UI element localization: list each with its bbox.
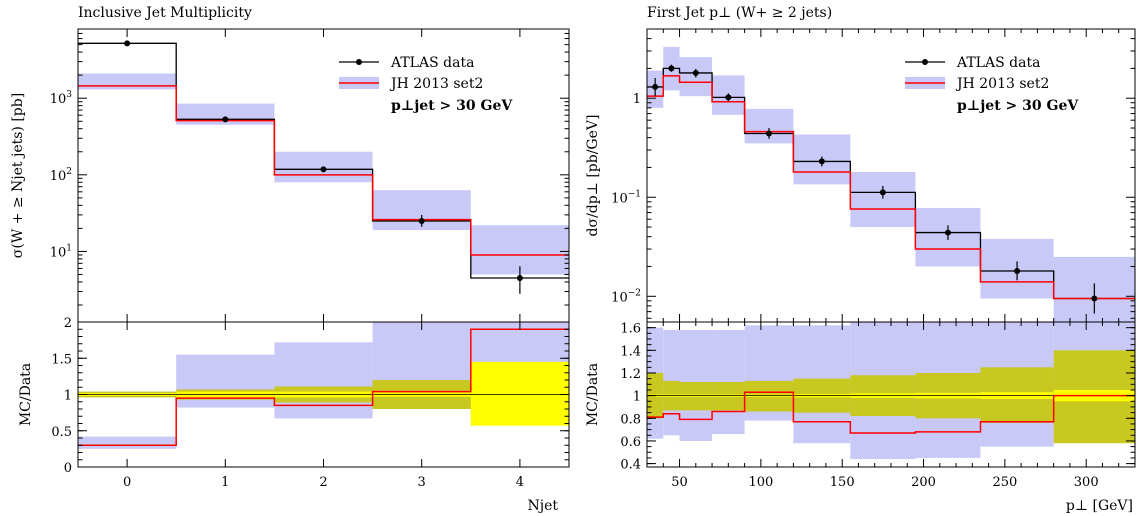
y-tick-label: 10−1	[611, 189, 641, 206]
legend: ATLAS data JH 2013 set2 p⊥jet > 30 GeV	[905, 55, 1079, 114]
ratio-tick-label: 1.6	[620, 322, 641, 337]
ratio-tick-label: 0.4	[620, 458, 641, 473]
x-tick-label: 250	[992, 475, 1017, 490]
ratio-tick-label: 0.5	[51, 425, 72, 440]
ratio-axis-label: MC/Data	[18, 363, 34, 426]
y-tick-label: 10−2	[611, 288, 641, 305]
data-point	[692, 69, 699, 76]
ratio-mc-band-bin	[274, 342, 373, 419]
x-tick-label: 4	[516, 475, 524, 490]
ratio-tick-label: 1	[64, 389, 72, 404]
x-ticks: 50 100 150 200 250 300	[646, 29, 1136, 490]
x-tick-label: 200	[911, 475, 936, 490]
ratio-axis-label: MC/Data	[585, 363, 601, 426]
x-tick-label: 100	[748, 475, 773, 490]
legend-cut-label: p⊥jet > 30 GeV	[957, 98, 1079, 114]
legend-data-label: ATLAS data	[390, 55, 474, 71]
x-tick-label: 0	[123, 475, 131, 490]
left-chart: 0 1 2 3 4 101 102 103 0 0.5 1 1.5 2 Inclusive Jet Mul…	[10, 5, 570, 514]
mc-histogram-line	[78, 85, 569, 256]
data-point	[516, 275, 523, 282]
y-axis-label: dσ/dp⊥ [pb/GeV]	[585, 115, 601, 237]
ratio-mc-band-bin	[78, 436, 177, 449]
y-tick-label: 101	[50, 243, 72, 260]
ratio-tick-label: 1.2	[620, 367, 641, 382]
legend-mc-label: JH 2013 set2	[389, 76, 483, 92]
ratio-tick-label: 1	[633, 390, 641, 405]
ratio-y-ticks: 0.4 0.6 0.8 1 1.2 1.4 1.6	[620, 321, 1135, 473]
mc-ratio-line	[78, 328, 569, 446]
ratio-tick-label: 0.6	[620, 435, 641, 450]
legend: ATLAS data JH 2013 set2 p⊥jet > 30 GeV	[339, 55, 513, 114]
legend-cut-label: p⊥jet > 30 GeV	[391, 98, 513, 114]
x-ticks: 0 1 2 3 4	[123, 29, 524, 490]
x-tick-label: 1	[221, 475, 229, 490]
data-point	[668, 65, 675, 72]
ratio-tick-label: 1.4	[620, 344, 641, 359]
legend-mc-label: JH 2013 set2	[955, 76, 1049, 92]
x-axis-label: Njet	[527, 498, 558, 514]
y-tick-label: 102	[50, 167, 72, 184]
ratio-tick-label: 0	[64, 461, 72, 476]
x-tick-label: 3	[418, 475, 426, 490]
ratio-stat-band-bin	[470, 361, 569, 426]
data-point	[1014, 268, 1021, 275]
mc-band-bin	[470, 225, 569, 275]
mc-band-bin	[850, 171, 916, 228]
data-point	[879, 189, 886, 196]
y-tick-label: 103	[50, 90, 73, 107]
data-point	[944, 229, 951, 236]
ratio-mc-band-bin	[176, 354, 275, 408]
mc-histogram-line	[647, 75, 1135, 300]
right-chart: 50 100 150 200 250 300 10−2 10−1 1 0.4 0.6 0.8 1 1.2 1…	[585, 5, 1136, 514]
x-axis-label: p⊥ [GeV]	[1066, 498, 1133, 514]
chart-title: First Jet p⊥ (W+ ≥ 2 jets)	[647, 5, 832, 21]
x-tick-label: 50	[671, 475, 688, 490]
ratio-y-ticks: 0 0.5 1 1.5 2	[51, 316, 569, 476]
y-axis-label: σ(W + ≥ Njet jets) [pb]	[10, 93, 26, 258]
ratio-bands	[78, 322, 569, 449]
data-point	[418, 217, 425, 224]
legend-data-marker	[922, 59, 928, 65]
ratio-tick-label: 0.8	[620, 412, 641, 427]
mc-band-bin	[78, 73, 177, 90]
data-point	[818, 158, 825, 165]
ratio-bands	[647, 322, 1135, 460]
data-point	[652, 83, 659, 90]
x-tick-label: 2	[319, 475, 327, 490]
data-point	[320, 166, 327, 173]
y-tick-label: 1	[633, 92, 641, 107]
x-tick-label: 150	[830, 475, 855, 490]
data-point	[222, 116, 229, 123]
legend-data-marker	[356, 59, 362, 65]
data-point	[766, 130, 772, 137]
ratio-tick-label: 1.5	[51, 352, 72, 367]
mc-ratio-line	[647, 391, 1135, 434]
x-tick-label: 300	[1074, 475, 1099, 490]
data-point	[725, 94, 732, 101]
data-point	[1091, 295, 1098, 302]
data-point	[124, 40, 131, 47]
upper-mc-bands	[647, 46, 1135, 322]
chart-title: Inclusive Jet Multiplicity	[78, 5, 252, 21]
ratio-tick-label: 2	[64, 316, 72, 331]
legend-data-label: ATLAS data	[956, 55, 1040, 71]
